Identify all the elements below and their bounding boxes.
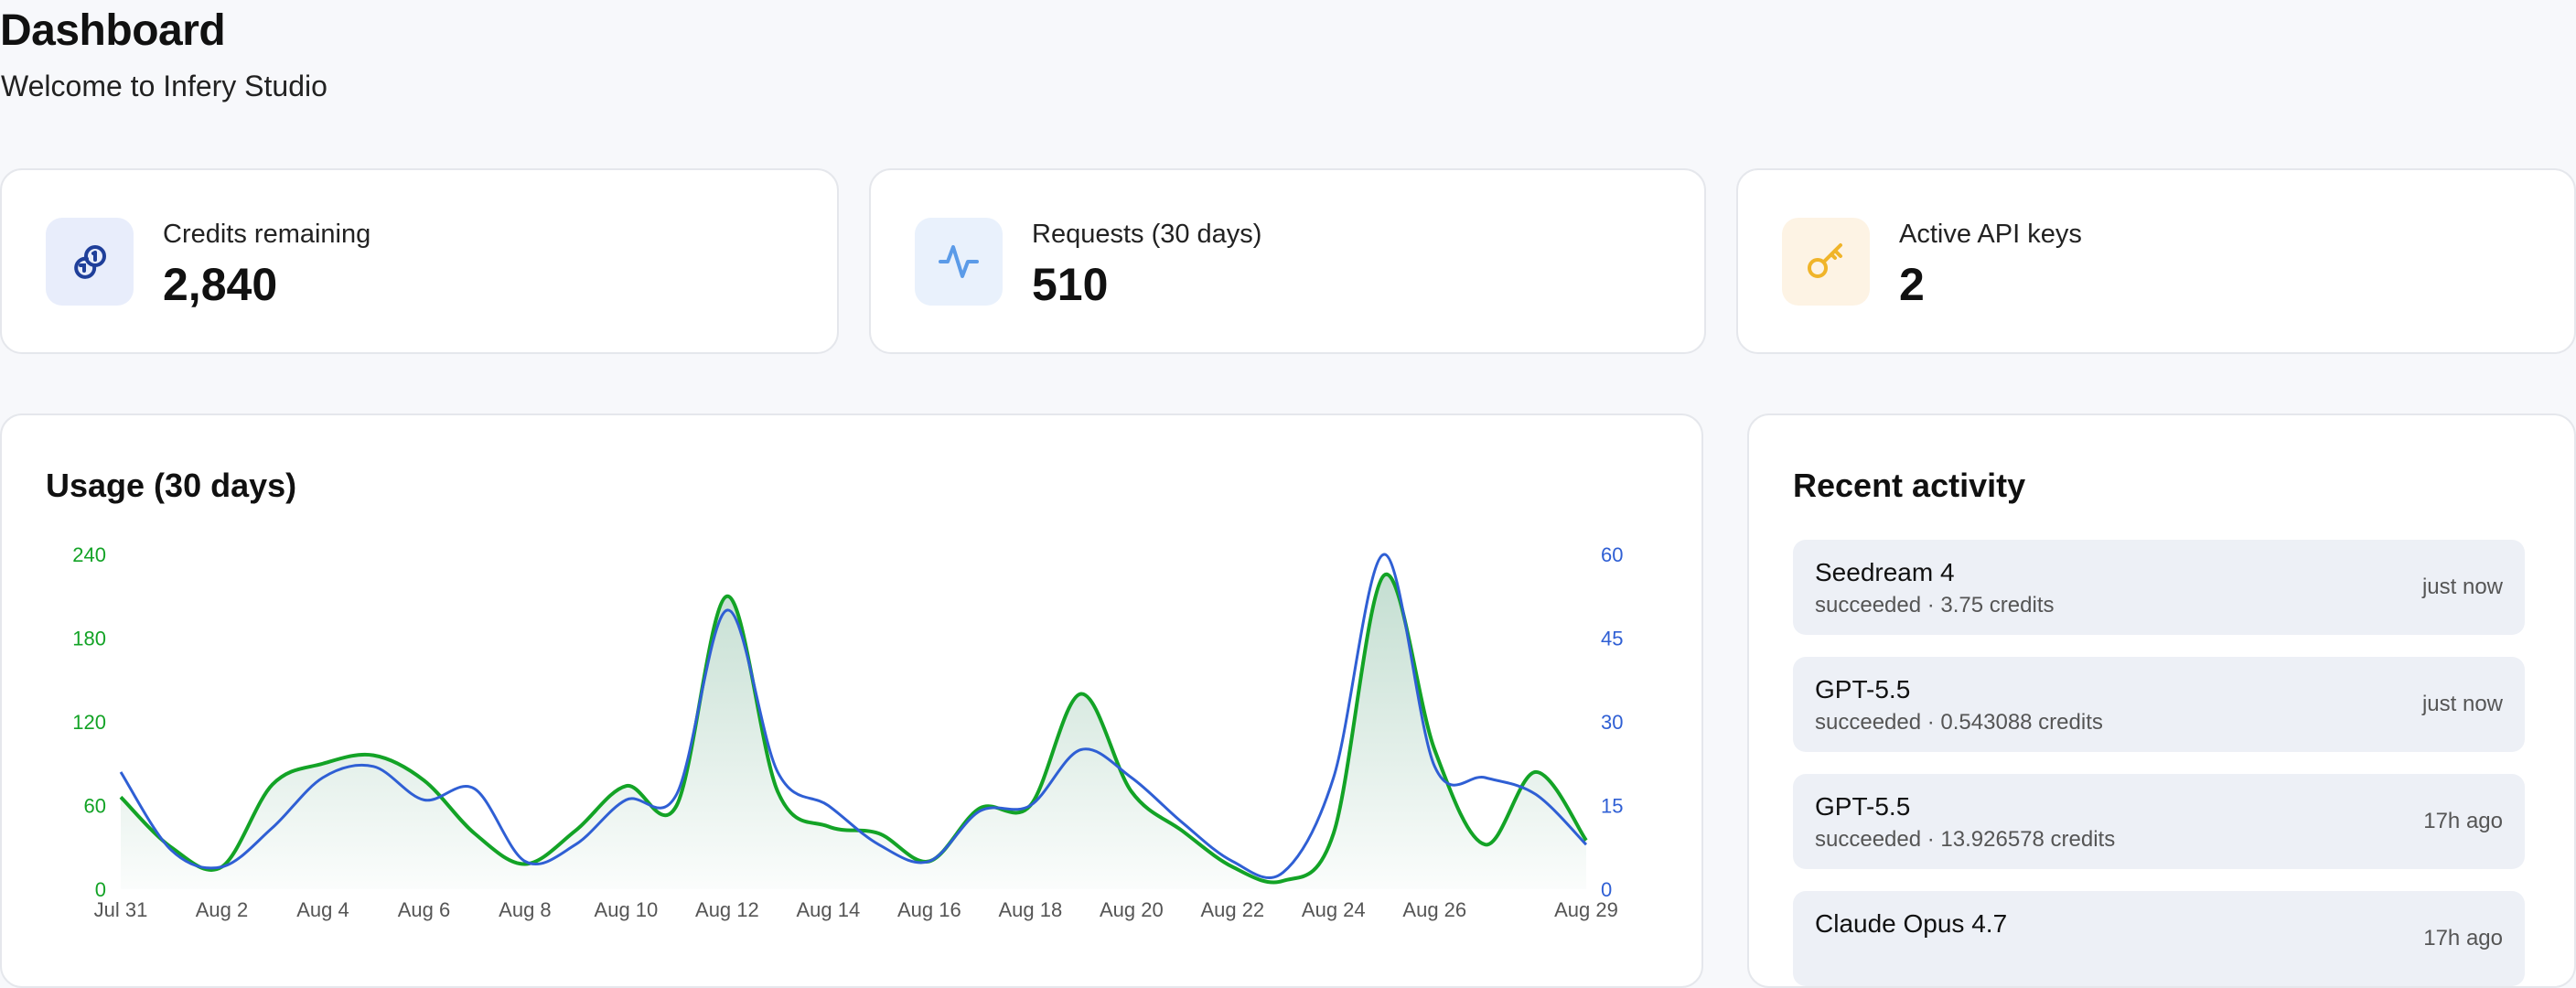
activity-time: just now: [2421, 692, 2503, 716]
activity-model: GPT-5.5: [1815, 792, 1911, 821]
x-tick-label: Aug 26: [1402, 898, 1466, 921]
usage-title: Usage (30 days): [46, 467, 297, 504]
activity-item[interactable]: GPT-5.5 succeeded · 13.926578 credits 17…: [1793, 774, 2525, 869]
stat-label: Requests (30 days): [1032, 220, 1262, 249]
key-icon: [1782, 218, 1870, 306]
usage-chart: 0 60 120 180 240 0 15 30 45 60 Jul 31 Aug 2 Aug 4 Aug…: [72, 543, 1623, 921]
y-right-tick-label: 45: [1601, 628, 1623, 650]
usage-panel: Usage (30 days) 0 60 120 180 240 0 15 30 45 60 Jul…: [0, 413, 1703, 988]
x-tick-label: Aug 12: [695, 898, 759, 921]
activity-item[interactable]: Claude Opus 4.7 17h ago: [1793, 891, 2525, 986]
activity-time: 17h ago: [2423, 926, 2503, 950]
stat-card-api-keys: Active API keys 2: [1736, 168, 2576, 354]
y-left-tick-label: 0: [95, 878, 106, 901]
x-tick-label: Jul 31: [94, 898, 148, 921]
activity-icon: [915, 218, 1003, 306]
activity-item[interactable]: GPT-5.5 succeeded · 0.543088 credits jus…: [1793, 657, 2525, 752]
y-left-tick-label: 180: [72, 628, 106, 650]
activity-detail: succeeded · 0.543088 credits: [1815, 710, 2103, 735]
x-tick-label: Aug 24: [1302, 898, 1366, 921]
x-tick-label: Aug 6: [398, 898, 451, 921]
x-tick-label: Aug 22: [1200, 898, 1264, 921]
stat-value: 2,840: [163, 259, 278, 310]
stat-label: Credits remaining: [163, 220, 371, 249]
page-subtitle: Welcome to Infery Studio: [1, 70, 327, 102]
x-tick-label: Aug 8: [499, 898, 552, 921]
activity-time: just now: [2421, 575, 2503, 599]
x-tick-label: Aug 10: [595, 898, 659, 921]
y-right-tick-label: 60: [1601, 543, 1623, 566]
x-tick-label: Aug 20: [1100, 898, 1164, 921]
x-tick-label: Aug 18: [998, 898, 1062, 921]
y-left-tick-label: 60: [84, 795, 106, 818]
activity-model: Claude Opus 4.7: [1815, 909, 2008, 938]
series-area-0: [121, 574, 1586, 889]
activity-title: Recent activity: [1793, 467, 2026, 504]
activity-panel: Recent activity Seedream 4 succeeded · 3…: [1747, 413, 2576, 988]
coins-icon: [46, 218, 134, 306]
y-right-tick-label: 0: [1601, 878, 1612, 901]
y-right-tick-label: 30: [1601, 711, 1623, 734]
x-tick-label: Aug 2: [196, 898, 249, 921]
activity-model: GPT-5.5: [1815, 675, 1911, 703]
stat-value: 2: [1899, 259, 1925, 310]
x-tick-label: Aug 4: [296, 898, 349, 921]
activity-time: 17h ago: [2423, 809, 2503, 833]
stat-value: 510: [1032, 259, 1109, 310]
stat-label: Active API keys: [1899, 220, 2082, 249]
x-tick-label: Aug 29: [1554, 898, 1618, 921]
activity-model: Seedream 4: [1815, 558, 1955, 586]
page-title: Dashboard: [0, 6, 226, 55]
activity-detail: succeeded · 3.75 credits: [1815, 593, 2055, 618]
stat-card-credits: Credits remaining 2,840: [0, 168, 839, 354]
y-left-tick-label: 120: [72, 711, 106, 734]
y-left-tick-label: 240: [72, 543, 106, 566]
x-tick-label: Aug 14: [797, 898, 861, 921]
activity-detail: succeeded · 13.926578 credits: [1815, 827, 2116, 852]
stat-card-requests: Requests (30 days) 510: [869, 168, 1706, 354]
series-line-0: [119, 572, 1588, 885]
x-tick-label: Aug 16: [897, 898, 961, 921]
activity-item[interactable]: Seedream 4 succeeded · 3.75 credits just…: [1793, 540, 2525, 635]
series-line-1: [119, 553, 1588, 879]
y-right-tick-label: 15: [1601, 795, 1623, 818]
